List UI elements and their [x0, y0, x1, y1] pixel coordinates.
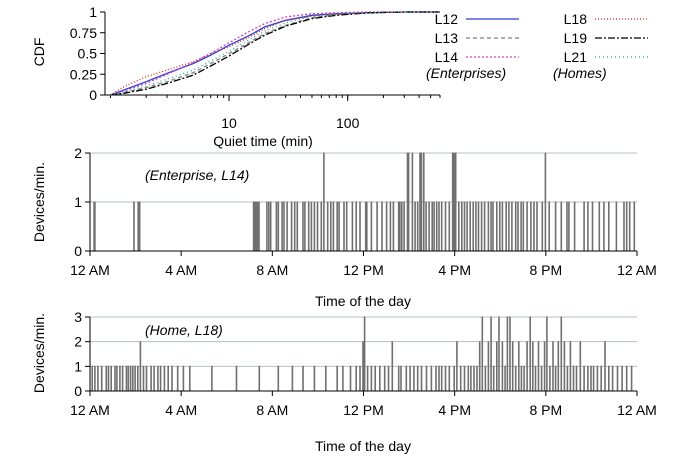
- legend-label-l12: L12: [435, 11, 459, 27]
- cdf-legend: (Enterprises) (Homes) L12 L13 L14 L18 L19 L21: [426, 11, 648, 81]
- cdf-plot-area: 0 0.25 0.5 0.75 1 10 100: [70, 4, 441, 131]
- cdf-series-l12: [110, 11, 440, 96]
- legend-label-l18: L18: [564, 11, 588, 27]
- enterprise-xtick-label: 12 PM: [343, 262, 383, 278]
- legend-group-enterprises: (Enterprises): [426, 65, 506, 81]
- enterprise-series: [90, 152, 637, 252]
- home-xtick-label: 12 AM: [70, 402, 110, 418]
- enterprise-annotation: (Enterprise, L14): [145, 167, 249, 183]
- enterprise-ytick-label: 2: [74, 145, 82, 161]
- legend-label-l19: L19: [564, 30, 588, 46]
- cdf-ytick-label: 0.75: [70, 25, 97, 41]
- home-ytick-label: 1: [74, 358, 82, 374]
- cdf-ytick-label: 0.5: [78, 46, 98, 62]
- cdf-ytick-label: 1: [89, 4, 97, 20]
- cdf-series-l13: [110, 11, 440, 96]
- cdf-ytick-label: 0: [89, 87, 97, 103]
- enterprise-xlabel: Time of the day: [315, 293, 411, 309]
- enterprise-xtick-label: 4 AM: [165, 262, 197, 278]
- home-xtick-label: 12 PM: [343, 402, 383, 418]
- legend-group-homes: (Homes): [553, 65, 607, 81]
- enterprise-panel: 0 1 2 12 AM 4 AM 8 AM 12 PM 4 PM 8 PM 12 AM (Ente…: [31, 145, 657, 309]
- enterprise-ytick-label: 0: [74, 243, 82, 259]
- home-ytick-label: 2: [74, 334, 82, 350]
- enterprise-xtick-label: 4 PM: [438, 262, 471, 278]
- enterprise-plot-area: 0 1 2 12 AM 4 AM 8 AM 12 PM 4 PM 8 PM 12 AM: [70, 145, 657, 278]
- home-xlabel: Time of the day: [315, 438, 411, 454]
- cdf-series-l18: [110, 11, 440, 96]
- cdf-xtick-label: 100: [336, 115, 360, 131]
- enterprise-ylabel: Devices/min.: [31, 162, 47, 242]
- home-ylabel: Devices/min.: [31, 313, 47, 393]
- legend-label-l13: L13: [435, 30, 459, 46]
- cdf-series-l21: [110, 11, 440, 96]
- home-xtick-label: 4 AM: [165, 402, 197, 418]
- home-xtick-label: 12 AM: [617, 402, 657, 418]
- home-series: [90, 316, 637, 392]
- home-ytick-label: 0: [74, 383, 82, 399]
- home-plot-area: 0 1 2 3 12 AM 4 AM 8 AM 12 PM 4 PM 8 PM 12 AM: [70, 309, 657, 418]
- cdf-ytick-label: 0.25: [70, 66, 97, 82]
- enterprise-xtick-label: 12 AM: [70, 262, 110, 278]
- legend-label-l21: L21: [564, 49, 588, 65]
- legend-label-l14: L14: [435, 49, 459, 65]
- cdf-xtick-label: 10: [221, 115, 237, 131]
- home-annotation: (Home, L18): [145, 322, 223, 338]
- enterprise-ytick-label: 1: [74, 194, 82, 210]
- cdf-ylabel: CDF: [31, 38, 47, 67]
- enterprise-xtick-label: 12 AM: [617, 262, 657, 278]
- enterprise-xtick-label: 8 AM: [256, 262, 288, 278]
- home-ytick-label: 3: [74, 309, 82, 325]
- home-xtick-label: 8 AM: [256, 402, 288, 418]
- home-xtick-label: 8 PM: [529, 402, 562, 418]
- cdf-series-l19: [110, 11, 440, 96]
- cdf-xlabel: Quiet time (min): [213, 133, 313, 149]
- home-xtick-label: 4 PM: [438, 402, 471, 418]
- enterprise-xtick-label: 8 PM: [529, 262, 562, 278]
- cdf-series-l14: [110, 11, 440, 96]
- home-panel: 0 1 2 3 12 AM 4 AM 8 AM 12 PM 4 PM 8 PM 12 AM (Hom…: [31, 309, 657, 454]
